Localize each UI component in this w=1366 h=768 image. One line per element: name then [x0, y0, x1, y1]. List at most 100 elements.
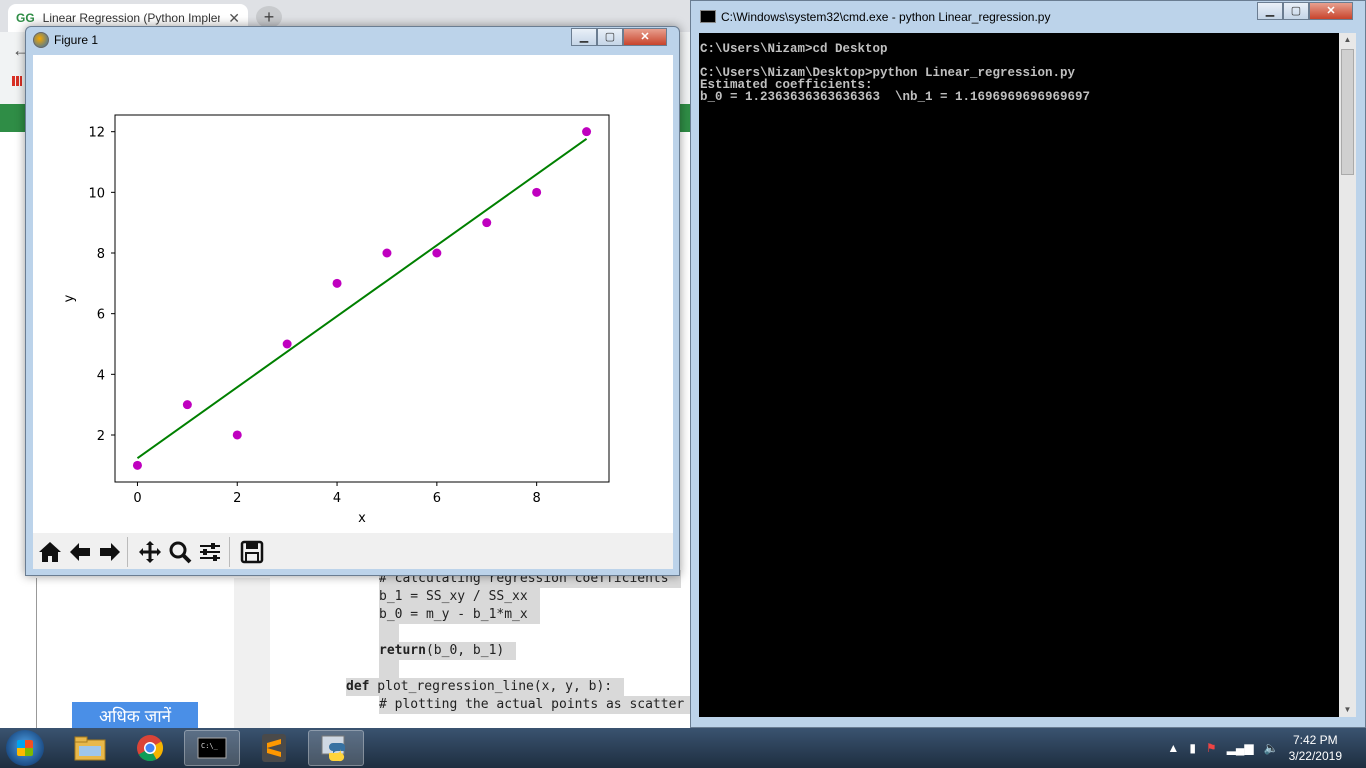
- start-button[interactable]: [6, 730, 44, 766]
- taskbar-sublime-text[interactable]: [246, 730, 302, 766]
- back-arrow-icon: [70, 543, 90, 561]
- network-icon[interactable]: ▂▄▆: [1226, 741, 1254, 755]
- toolbar-separator: [229, 537, 230, 567]
- console-output[interactable]: C:\Users\Nizam>cd Desktop C:\Users\Nizam\…: [699, 33, 1339, 717]
- code-line-text: b_1 = SS_xy / SS_xx: [379, 588, 540, 606]
- geeksforgeeks-favicon-icon: GG: [16, 11, 35, 25]
- save-icon: [240, 540, 264, 564]
- code-line: def plot_regression_line(x, y, b):: [346, 678, 735, 696]
- code-keyword: def: [346, 679, 370, 694]
- forward-arrow-icon: [100, 543, 120, 561]
- forward-arrow-button[interactable]: [97, 539, 123, 565]
- code-line-text: [379, 660, 399, 678]
- console-scrollbar[interactable]: ▲ ▼: [1339, 33, 1356, 717]
- sublime-text-icon: [262, 734, 286, 762]
- close-button[interactable]: ✕: [623, 28, 667, 46]
- code-line-text: # plotting the actual points as scatter …: [379, 696, 736, 714]
- scroll-down-icon[interactable]: ▼: [1343, 705, 1352, 714]
- browser-tab-title: Linear Regression (Python Implem: [42, 11, 221, 25]
- console-line: C:\Users\Nizam>cd Desktop: [700, 42, 888, 56]
- scroll-up-icon[interactable]: ▲: [1343, 35, 1352, 44]
- cmd-titlebar[interactable]: C:\Windows\system32\cmd.exe - python Lin…: [691, 1, 1365, 31]
- cmd-window-controls: ▁ ▢ ✕: [1257, 2, 1353, 20]
- zoom-button[interactable]: [167, 539, 193, 565]
- figure-titlebar[interactable]: Figure 1 ▁ ▢ ✕: [26, 27, 679, 55]
- y-tick-label: 10: [88, 186, 105, 201]
- apps-grid-icon[interactable]: [12, 76, 22, 86]
- taskbar-chrome[interactable]: [122, 730, 178, 766]
- python-icon: [321, 735, 345, 762]
- code-line-text: b_0 = m_y - b_1*m_x: [379, 606, 540, 624]
- figure-client-area: 0 2 4 6 8 2 4 6 8 10 12 x y: [33, 55, 673, 569]
- battery-icon[interactable]: ▮: [1189, 741, 1196, 755]
- home-icon: [39, 542, 61, 562]
- data-point: [132, 460, 142, 470]
- volume-icon[interactable]: 🔈: [1263, 741, 1279, 755]
- code-line: [346, 660, 735, 678]
- pan-icon: [139, 541, 161, 563]
- maximize-button[interactable]: ▢: [1283, 2, 1309, 20]
- code-line-text: [379, 624, 399, 642]
- regression-line: [136, 138, 588, 459]
- y-tick-label: 4: [97, 368, 105, 383]
- cmd-window-title: C:\Windows\system32\cmd.exe - python Lin…: [721, 10, 1051, 24]
- code-line: return(b_0, b_1): [346, 642, 735, 660]
- clock-time: 7:42 PM: [1292, 733, 1338, 747]
- maximize-button[interactable]: ▢: [597, 28, 623, 46]
- code-line: b_1 = SS_xy / SS_xx: [346, 588, 735, 606]
- regression-chart: 0 2 4 6 8 2 4 6 8 10 12 x y: [62, 114, 610, 526]
- taskbar-command-prompt[interactable]: C:\_: [184, 730, 240, 766]
- figure-window-controls: ▁ ▢ ✕: [571, 28, 667, 46]
- code-line: [346, 624, 735, 642]
- code-line-text: return(b_0, b_1): [379, 642, 517, 660]
- console-text: C:\Users\Nizam>cd Desktop C:\Users\Nizam\…: [700, 42, 1091, 104]
- back-arrow-button[interactable]: [67, 539, 93, 565]
- data-point: [432, 248, 442, 258]
- clock-date: 3/22/2019: [1288, 749, 1342, 763]
- cmd-window: C:\Windows\system32\cmd.exe - python Lin…: [690, 0, 1366, 728]
- data-point: [582, 127, 592, 137]
- home-button[interactable]: [37, 539, 63, 565]
- data-point: [332, 278, 342, 288]
- configure-subplots-icon: [200, 543, 220, 561]
- new-tab-button[interactable]: +: [256, 6, 282, 28]
- save-button[interactable]: [239, 539, 265, 565]
- command-prompt-icon: C:\_: [197, 737, 227, 759]
- x-tick-label: 0: [133, 491, 141, 506]
- code-line: # plotting the actual points as scatter …: [346, 696, 736, 714]
- zoom-icon: [169, 541, 192, 564]
- close-tab-icon[interactable]: ✕: [228, 9, 240, 26]
- y-tick-label: 8: [97, 247, 105, 262]
- data-point: [532, 187, 542, 197]
- figure-window: Figure 1 ▁ ▢ ✕ 0 2 4 6 8 2 4 6 8 10 12 x y: [25, 26, 680, 576]
- action-center-icon[interactable]: ⚑: [1205, 741, 1217, 755]
- data-point: [482, 218, 492, 228]
- taskbar-file-explorer[interactable]: [62, 730, 118, 766]
- data-point: [182, 400, 192, 410]
- taskbar-python[interactable]: [308, 730, 364, 766]
- configure-subplots-button[interactable]: [197, 539, 223, 565]
- minimize-button[interactable]: ▁: [571, 28, 597, 46]
- plot-canvas[interactable]: 0 2 4 6 8 2 4 6 8 10 12 x y: [33, 55, 673, 533]
- data-point: [232, 430, 242, 440]
- show-hidden-icons-icon[interactable]: ▲: [1167, 741, 1180, 755]
- matplotlib-logo-icon: [33, 32, 49, 48]
- pan-button[interactable]: [137, 539, 163, 565]
- close-button[interactable]: ✕: [1309, 2, 1353, 20]
- taskbar: C:\_ ▲ ▮ ⚑ ▂▄▆ 🔈 7:42 PM 3/22/2019: [0, 728, 1366, 768]
- x-tick-label: 8: [533, 491, 541, 506]
- sidebar-learn-more-button[interactable]: अधिक जानें: [72, 702, 198, 730]
- scrollbar-thumb[interactable]: [1341, 49, 1354, 175]
- code-block: # calculating regression coefficients b_1…: [346, 570, 736, 714]
- console-line: Estimated coefficients:: [700, 78, 873, 92]
- minimize-button[interactable]: ▁: [1257, 2, 1283, 20]
- x-tick-label: 6: [433, 491, 441, 506]
- system-clock[interactable]: 7:42 PM 3/22/2019: [1289, 732, 1342, 764]
- console-line: b_0 = 1.2363636363636363 \nb_1 = 1.16969…: [700, 90, 1091, 104]
- system-tray: ▲ ▮ ⚑ ▂▄▆ 🔈 7:42 PM 3/22/2019: [1167, 728, 1366, 768]
- folder-icon: [74, 736, 106, 761]
- code-keyword: return: [379, 643, 426, 658]
- y-tick-label: 12: [88, 126, 105, 141]
- code-gutter: [234, 578, 270, 730]
- x-axis-label: x: [358, 511, 366, 526]
